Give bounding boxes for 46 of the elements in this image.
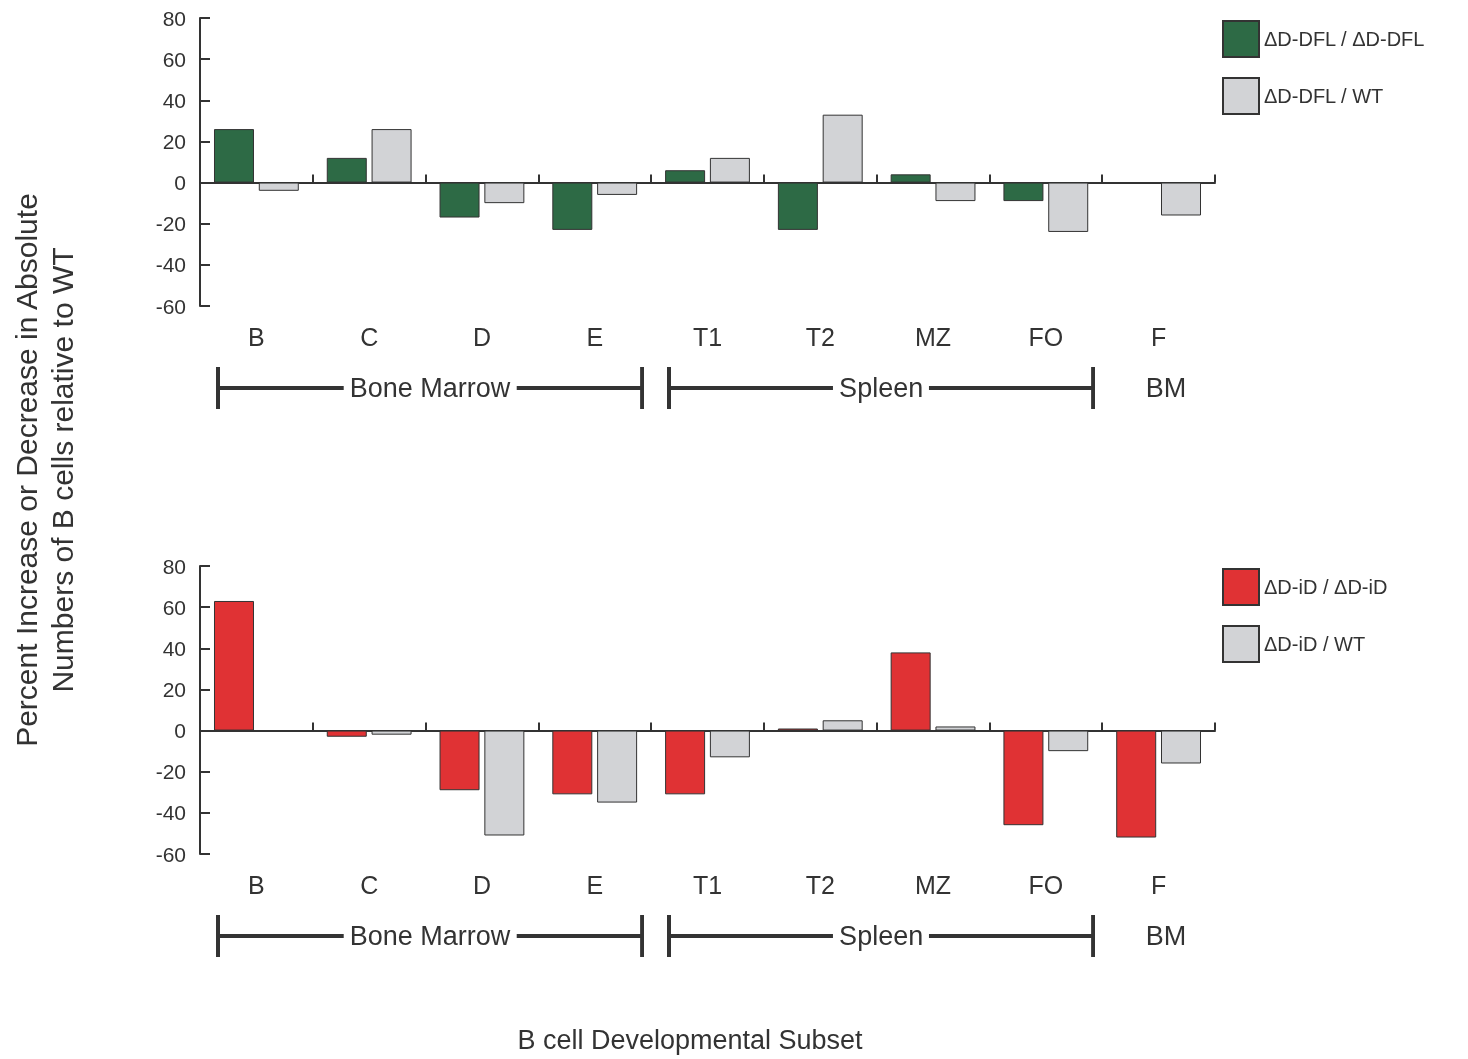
x-tick-label: C	[360, 870, 379, 899]
y-tick-label: 80	[162, 554, 186, 578]
y-tick-label: 40	[162, 636, 186, 660]
y-tick-label: 60	[162, 47, 186, 71]
text: BM	[1139, 920, 1193, 952]
x-tick-label: T2	[805, 870, 835, 899]
y-tick-label: -20	[155, 212, 186, 236]
text: Spleen	[833, 372, 930, 404]
x-tick-label: T1	[692, 870, 723, 899]
y-tick-label: -20	[155, 760, 186, 784]
text: BM	[1139, 372, 1193, 404]
x-axis-title: B cell Developmental Subset	[517, 1025, 863, 1056]
x-tick-label: FO	[1028, 322, 1064, 351]
legend-label: ΔD-DFL / ΔD-DFL	[1264, 28, 1425, 50]
y-axis-title: Percent Increase or Decrease in Absolute Numbers of B cells relative to WT	[9, 193, 80, 747]
x-tick-label: D	[472, 322, 491, 351]
x-tick-label: MZ	[915, 870, 952, 899]
x-tick-label: E	[586, 870, 604, 899]
text: Bone Marrow	[343, 372, 517, 404]
y-tick-label: -40	[155, 253, 186, 277]
legend-label: ΔD-iD / ΔD-iD	[1264, 576, 1388, 598]
y-tick-label: 20	[162, 129, 186, 153]
legend-label: ΔD-DFL / WT	[1264, 85, 1384, 107]
x-tick-label: B	[248, 870, 265, 899]
text: Bone Marrow	[343, 920, 517, 952]
y-tick-label: -60	[155, 294, 186, 318]
x-tick-label: T2	[805, 322, 835, 351]
text: Spleen	[833, 920, 930, 952]
x-tick-label: FO	[1028, 870, 1064, 899]
y-tick-label: -60	[155, 842, 186, 866]
y-tick-label: 60	[162, 595, 186, 619]
y-tick-label: 0	[174, 719, 186, 743]
y-tick-label: -40	[155, 801, 186, 825]
x-tick-label: F	[1150, 322, 1167, 351]
x-tick-label: D	[472, 870, 491, 899]
x-tick-label: B	[248, 322, 265, 351]
y-tick-label: 80	[162, 6, 186, 30]
x-tick-label: E	[586, 322, 604, 351]
y-tick-label: 20	[162, 677, 186, 701]
x-tick-label: F	[1150, 870, 1167, 899]
y-tick-label: 0	[174, 171, 186, 195]
y-tick-label: 40	[162, 88, 186, 112]
x-tick-label: C	[360, 322, 379, 351]
x-tick-label: T1	[692, 322, 723, 351]
x-tick-label: MZ	[915, 322, 952, 351]
legend-label: ΔD-iD / WT	[1264, 633, 1366, 655]
